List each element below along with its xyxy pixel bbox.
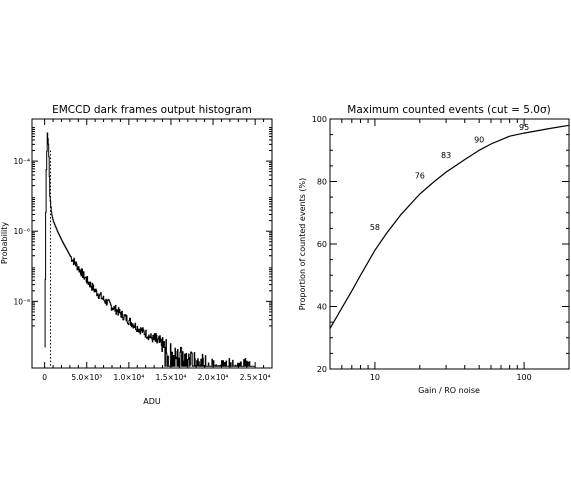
y-tick-label: 100	[312, 115, 327, 124]
y-tick-label: 10⁻⁶	[13, 227, 30, 236]
y-tick-label: 40	[317, 303, 327, 312]
x-tick-label: 5.0×10³	[71, 373, 102, 382]
x-axis-label: Gain / RO noise	[418, 386, 480, 395]
y-tick-label: 10⁻⁸	[13, 297, 30, 306]
point-label: 58	[370, 223, 380, 232]
point-label: 83	[441, 151, 451, 160]
axis-ticks	[32, 119, 272, 368]
point-labels: 58 76 83 90 95	[370, 123, 529, 232]
x-tick-label: 2.5×10⁴	[240, 373, 271, 382]
series-line	[329, 124, 570, 329]
x-tick-label: 1.5×10⁴	[156, 373, 187, 382]
y-tick-labels: 10⁻⁴ 10⁻⁶ 10⁻⁸	[13, 157, 30, 306]
series-line	[44, 132, 255, 367]
chart-histogram: EMCCD dark frames output histogram 0 5.0×…	[0, 104, 273, 406]
y-tick-label: 80	[317, 178, 327, 187]
y-tick-label: 20	[317, 365, 327, 374]
x-tick-labels: 0 5.0×10³ 1.0×10⁴ 1.5×10⁴ 2.0×10⁴ 2.5×10⁴	[42, 373, 270, 382]
point-label: 76	[415, 171, 425, 180]
chart-counted-events: Maximum counted events (cut = 5.0σ) 10 10…	[298, 104, 570, 395]
axis-ticks	[329, 118, 570, 370]
y-tick-labels: 20 40 60 80 100	[312, 115, 327, 374]
x-tick-label: 2.0×10⁴	[198, 373, 229, 382]
x-tick-label: 100	[516, 373, 531, 382]
plot-frame	[31, 118, 273, 369]
y-axis-label: Proportion of counted events (%)	[298, 178, 307, 311]
point-label: 90	[474, 135, 484, 144]
x-axis-label: ADU	[143, 397, 161, 406]
point-label: 95	[519, 123, 529, 132]
x-tick-label: 0	[42, 373, 47, 382]
x-tick-labels: 10 100	[370, 373, 532, 382]
y-axis-label: Probability	[0, 222, 9, 265]
y-tick-label: 10⁻⁴	[13, 157, 30, 166]
chart-title: Maximum counted events (cut = 5.0σ)	[347, 104, 550, 116]
x-tick-label: 10	[370, 373, 380, 382]
chart-title: EMCCD dark frames output histogram	[52, 104, 252, 116]
x-tick-label: 1.0×10⁴	[113, 373, 144, 382]
y-tick-label: 60	[317, 240, 327, 249]
